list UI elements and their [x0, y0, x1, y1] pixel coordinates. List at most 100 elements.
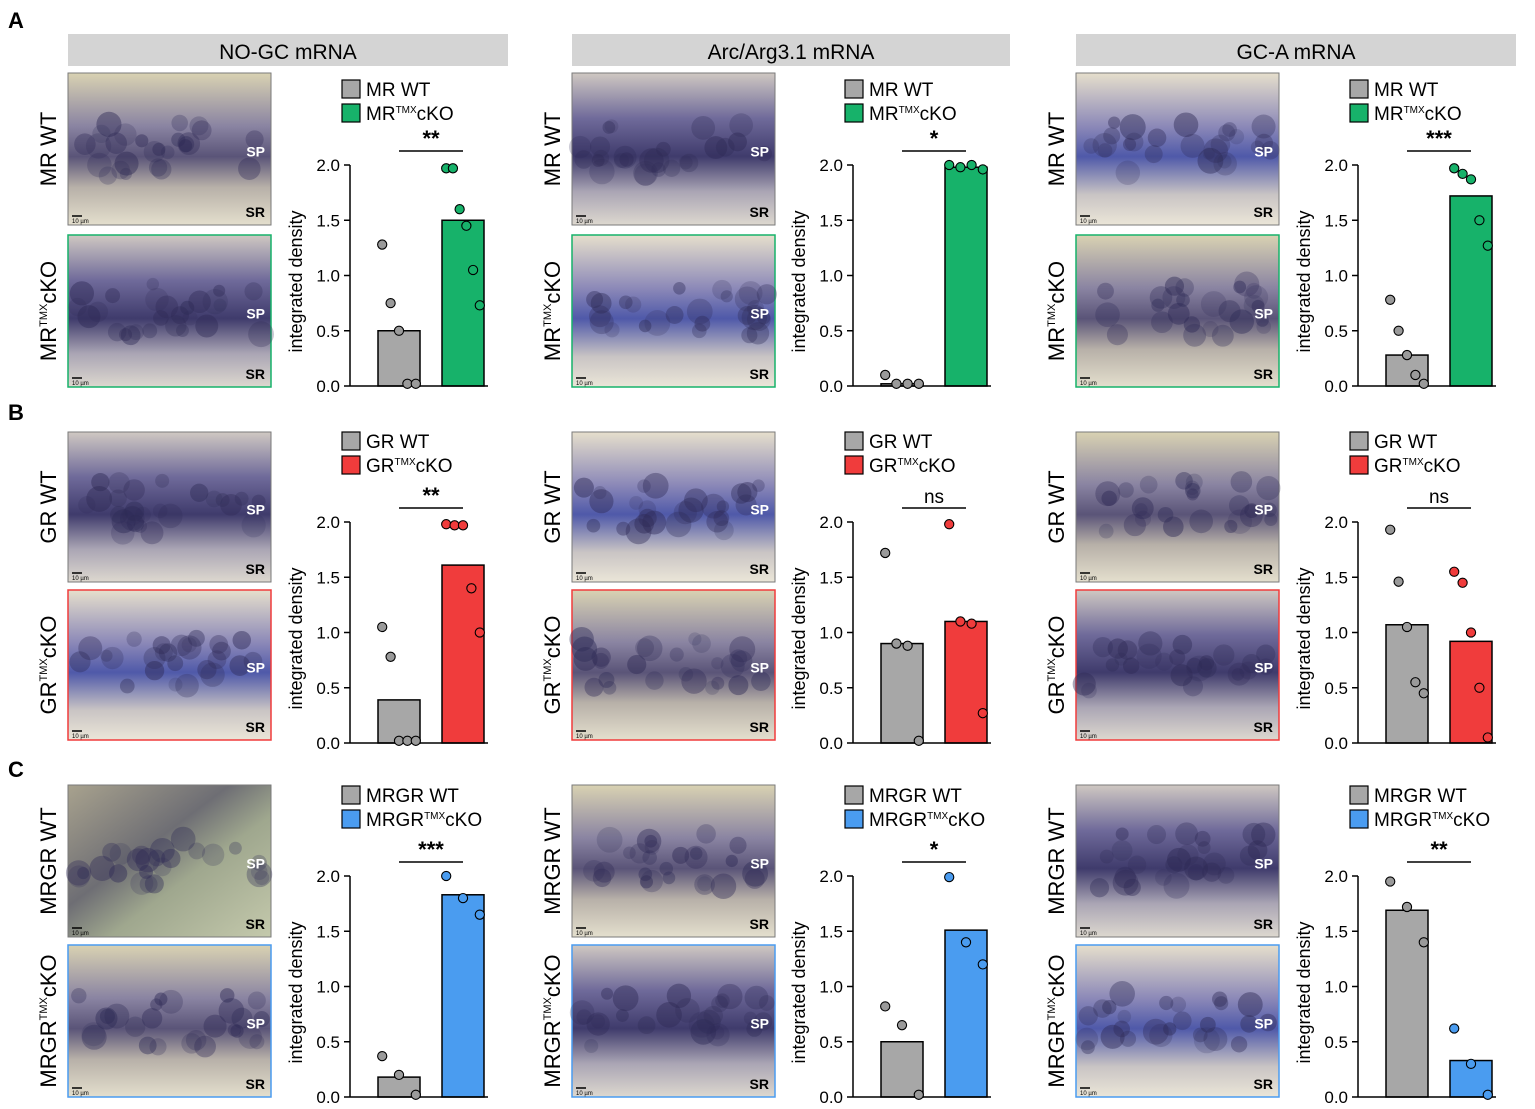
- sr-layer-label: SR: [750, 1076, 769, 1092]
- y-tick-label: 0.5: [316, 679, 340, 698]
- wt-micrograph: SP SR 10 µm: [568, 72, 776, 226]
- y-tick-label: 1.0: [316, 978, 340, 997]
- wt-data-point: [377, 1050, 388, 1062]
- sr-layer-label: SR: [750, 916, 769, 932]
- wt-data-point: [402, 735, 413, 746]
- cko-micrograph: SP SR 10 µm: [67, 589, 272, 741]
- sr-layer-label: SR: [1254, 204, 1273, 220]
- y-tick-label: 0.5: [316, 1033, 340, 1052]
- significance-label: **: [422, 483, 440, 508]
- y-tick-label: 1.0: [819, 978, 843, 997]
- cko-data-point: [1449, 163, 1460, 174]
- bar-chart: 0.0 0.5 1.0 1.5 2.0 integrated density ns GR WT…: [789, 431, 991, 753]
- y-tick-label: 0.0: [316, 377, 340, 396]
- sr-layer-label: SR: [1254, 366, 1273, 382]
- sr-layer-label: SR: [246, 1076, 265, 1092]
- sp-layer-label: SP: [750, 144, 769, 160]
- sp-layer-label: SP: [750, 660, 769, 676]
- ko-row-label: MRGRTMXcKO: [1044, 954, 1069, 1087]
- legend-label-wt: GR WT: [869, 432, 933, 453]
- wt-data-point: [1418, 937, 1429, 948]
- wt-micrograph: SP SR 10 µm: [1075, 431, 1281, 583]
- y-tick-label: 0.5: [819, 1033, 843, 1052]
- legend-swatch-cko: [844, 809, 864, 829]
- wt-data-point: [1418, 688, 1429, 699]
- cko-data-point: [467, 264, 479, 276]
- sp-layer-label: SP: [246, 856, 265, 872]
- sr-layer-label: SR: [1254, 916, 1273, 932]
- legend-swatch-cko: [341, 455, 361, 475]
- wt-data-point: [1385, 524, 1396, 535]
- y-tick-label: 2.0: [1324, 156, 1348, 175]
- legend-swatch-wt: [341, 79, 361, 99]
- cko-data-point: [1457, 577, 1468, 588]
- y-tick-label: 0.0: [1324, 734, 1348, 753]
- cko-micrograph: SP SR 10 µm: [1075, 944, 1280, 1098]
- bar-chart: 0.0 0.5 1.0 1.5 2.0 integrated density * MR WT M…: [789, 79, 991, 396]
- sr-layer-label: SR: [246, 916, 265, 932]
- cko-data-point: [944, 159, 955, 171]
- ko-row-label: MRTMXcKO: [36, 261, 61, 361]
- cko-data-point: [1465, 174, 1477, 185]
- y-tick-label: 2.0: [316, 156, 340, 175]
- bar-chart: 0.0 0.5 1.0 1.5 2.0 integrated density ** MR WT…: [286, 79, 488, 396]
- y-tick-label: 1.0: [316, 267, 340, 286]
- significance-label: *: [930, 126, 939, 151]
- y-tick-label: 2.0: [316, 867, 340, 886]
- cko-micrograph: SP SR 10 µm: [1072, 589, 1280, 741]
- ko-row-label: MRTMXcKO: [540, 261, 565, 361]
- wt-micrograph: SP SR 10 µm: [1075, 72, 1280, 226]
- legend-swatch-cko: [341, 103, 361, 123]
- wt-data-point: [1385, 876, 1396, 887]
- cko-data-point: [955, 616, 966, 627]
- column-header-label: NO-GC mRNA: [219, 41, 357, 64]
- cko-data-point: [1457, 168, 1468, 179]
- scale-bar-label: 10 µm: [72, 931, 89, 937]
- y-axis-label: integrated density: [286, 210, 306, 352]
- wt-row-label: MR WT: [540, 112, 565, 187]
- sr-layer-label: SR: [1254, 561, 1273, 577]
- wt-data-point: [880, 547, 891, 559]
- cko-data-point: [1482, 1089, 1493, 1100]
- scale-bar-label: 10 µm: [72, 576, 89, 582]
- cko-data-point: [474, 909, 485, 920]
- wt-data-point: [385, 651, 396, 662]
- wt-row-label: MR WT: [1044, 112, 1069, 187]
- cko-data-point: [474, 300, 485, 311]
- legend-label-cko: GRTMXcKO: [869, 456, 956, 477]
- cko-bar: [1449, 195, 1493, 387]
- panel-letter-a: A: [8, 8, 24, 33]
- sp-layer-label: SP: [750, 856, 769, 872]
- cko-data-point: [457, 520, 469, 531]
- y-tick-label: 0.5: [819, 679, 843, 698]
- column-header-label: Arc/Arg3.1 mRNA: [708, 41, 875, 64]
- wt-data-point: [891, 378, 902, 389]
- column-header-label: GC-A mRNA: [1236, 41, 1355, 64]
- wt-data-point: [377, 621, 388, 633]
- cko-micrograph: SP SR 10 µm: [67, 234, 274, 388]
- significance-label: ns: [924, 487, 944, 508]
- significance-label: ***: [1426, 126, 1452, 151]
- legend-swatch-wt: [844, 431, 864, 451]
- wt-data-point: [1418, 378, 1429, 389]
- scale-bar-label: 10 µm: [1080, 381, 1097, 387]
- y-tick-label: 1.0: [1324, 267, 1348, 286]
- y-tick-label: 1.5: [819, 922, 843, 941]
- y-tick-label: 0.5: [316, 322, 340, 341]
- wt-bar: [880, 1041, 924, 1098]
- scale-bar-label: 10 µm: [576, 219, 593, 225]
- sp-layer-label: SP: [246, 306, 265, 322]
- cko-data-point: [977, 708, 988, 719]
- sr-layer-label: SR: [750, 204, 769, 220]
- y-tick-label: 0.0: [1324, 377, 1348, 396]
- wt-data-point: [913, 378, 924, 389]
- wt-bar: [377, 330, 421, 387]
- y-tick-label: 1.0: [819, 624, 843, 643]
- y-tick-label: 1.5: [316, 211, 340, 230]
- scale-bar-label: 10 µm: [1080, 1091, 1097, 1097]
- sp-layer-label: SP: [1254, 856, 1273, 872]
- significance-label: ns: [1429, 487, 1449, 508]
- cko-bar: [944, 166, 988, 387]
- cko-data-point: [960, 937, 972, 948]
- sr-layer-label: SR: [1254, 1076, 1273, 1092]
